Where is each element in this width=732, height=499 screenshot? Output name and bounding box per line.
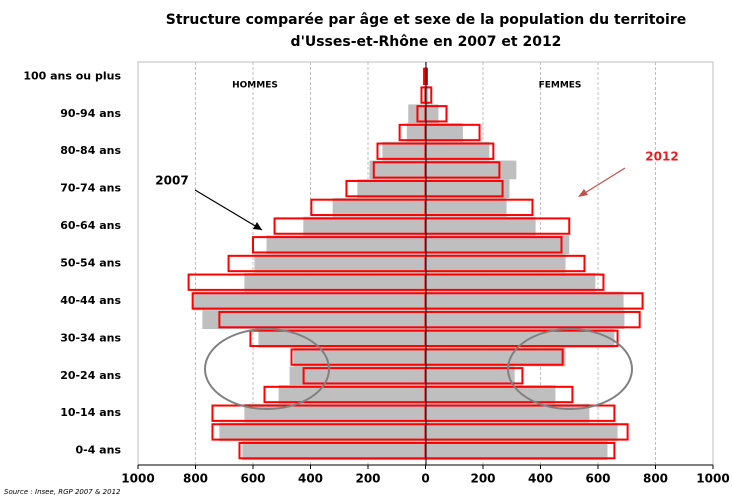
x-tick-label: 600 — [585, 472, 610, 486]
arrow — [194, 189, 263, 231]
bar — [425, 385, 556, 404]
bar — [425, 441, 608, 460]
bar — [332, 198, 426, 217]
bar — [425, 179, 510, 198]
x-tick-label: 200 — [355, 472, 380, 486]
bar — [266, 235, 426, 255]
y-tick-label: 80-84 ans — [60, 144, 121, 157]
x-tick-label: 400 — [298, 472, 323, 486]
bar — [425, 141, 490, 161]
bar — [425, 104, 439, 124]
x-tick-label: 1000 — [696, 472, 729, 486]
bar — [289, 366, 426, 386]
annotation: 2012 — [645, 150, 678, 164]
bar — [357, 179, 426, 198]
chart-title: Structure comparée par âge et sexe de la… — [166, 12, 687, 28]
bar — [406, 123, 426, 142]
bar — [425, 366, 515, 386]
group-label: FEMMES — [539, 81, 582, 91]
bar — [425, 403, 590, 423]
bar — [219, 422, 426, 442]
bar — [425, 216, 536, 236]
y-tick-label: 70-74 ans — [60, 182, 121, 195]
bar — [303, 216, 426, 236]
y-tick-label: 40-44 ans — [60, 294, 121, 307]
y-tick-label: 50-54 ans — [60, 257, 121, 270]
bar — [425, 310, 625, 329]
bar — [425, 235, 570, 255]
bar — [278, 385, 426, 404]
y-tick-label: 10-14 ans — [60, 406, 121, 419]
bar — [192, 291, 426, 311]
bar — [254, 254, 426, 273]
y-tick-label: 20-24 ans — [60, 369, 121, 382]
bar — [425, 291, 624, 311]
bar — [293, 347, 426, 367]
bar — [242, 441, 426, 460]
bar — [425, 85, 429, 105]
y-tick-label: 90-94 ans — [60, 107, 121, 120]
bar — [244, 272, 426, 292]
bar — [244, 403, 426, 423]
x-tick-label: 800 — [643, 472, 668, 486]
bar — [425, 347, 566, 367]
bar — [258, 329, 426, 348]
x-tick-label: 600 — [240, 472, 265, 486]
arrow — [579, 167, 626, 197]
bar — [425, 123, 463, 142]
group-label: HOMMES — [232, 81, 278, 91]
bar — [425, 198, 507, 217]
y-tick-label: 60-64 ans — [60, 219, 121, 232]
highlight-ellipse — [204, 328, 330, 410]
bar — [202, 310, 426, 329]
arrow-head — [253, 222, 262, 230]
bar — [369, 160, 426, 180]
x-tick-label: 400 — [528, 472, 553, 486]
y-tick-label: 0-4 ans — [75, 444, 121, 457]
chart-title: d'Usses-et-Rhône en 2007 et 2012 — [291, 34, 562, 50]
highlight-ellipse — [507, 328, 633, 410]
bar — [425, 422, 618, 442]
bar — [425, 254, 566, 273]
x-tick-label: 200 — [470, 472, 495, 486]
bar — [425, 160, 517, 180]
bar — [425, 272, 596, 292]
x-tick-label: 0 — [421, 472, 429, 486]
annotation: 2007 — [155, 174, 188, 188]
x-tick-label: 1000 — [121, 472, 154, 486]
arrow-head — [578, 189, 588, 197]
source: Source : Insee, RGP 2007 & 2012 — [4, 488, 121, 496]
bar — [382, 141, 426, 161]
bar — [425, 329, 615, 348]
x-tick-label: 800 — [183, 472, 208, 486]
y-tick-label: 100 ans ou plus — [23, 69, 121, 82]
y-tick-label: 30-34 ans — [60, 331, 121, 344]
